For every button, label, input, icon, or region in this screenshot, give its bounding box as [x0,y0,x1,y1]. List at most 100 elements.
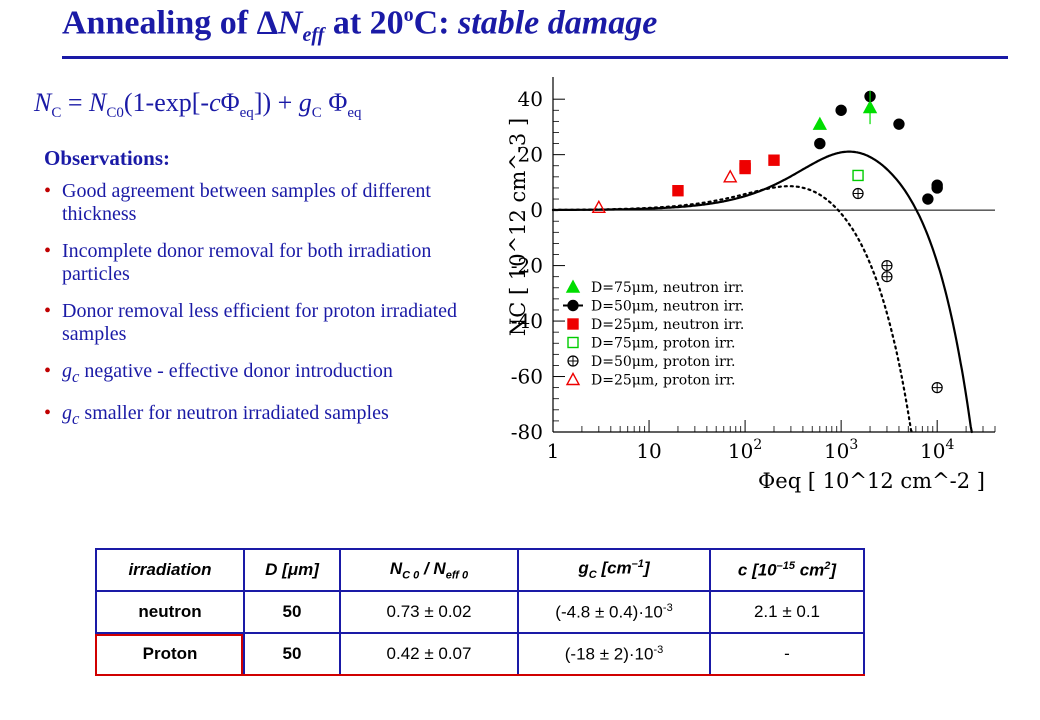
header-text: / N [419,558,446,578]
formula-nc: N [34,88,52,117]
title-n: N [277,4,303,42]
legend-label: D=75μm, proton irr. [591,336,735,352]
data-point-s3 [852,169,864,182]
header-text: cm [795,560,825,580]
formula-phi: Φ [220,88,240,117]
header-text: ] [643,559,650,579]
header-sub: C [588,569,597,582]
cell-gc: (-18 ± 2)·10-3 [517,632,711,676]
x-tick-label: 103 [824,437,858,463]
data-point-s5 [723,169,738,183]
cell-text: (-4.8 ± 0.4)·10 [555,602,663,622]
x-tick-label: 102 [728,437,762,463]
formula-sub: eq [347,105,362,122]
proton-fit-curve [551,185,914,434]
nc-vs-fluence-chart: 40 20 0 -20 -40 -60 -801 10 102 103 104 NC [ 10^12 … [506,77,996,493]
observation-text: Good agreement between samples of differ… [62,180,431,225]
title-celsius: C: [413,4,459,42]
cell-exp: -3 [662,601,673,614]
observation-item: Donor removal less efficient for proton … [44,300,494,346]
data-point-s1 [922,193,934,205]
cell-irradiation: Proton [95,632,245,676]
x-tick-label: 104 [920,437,954,463]
y-tick-label: 0 [530,198,543,222]
formula-sub: C [311,105,322,122]
title-text: Annealing of [62,4,257,42]
header-sup: –15 [776,559,795,572]
formula-nc0: N [89,88,107,117]
observation-text: Incomplete donor removal for both irradi… [62,240,432,285]
col-header-ratio: NC 0 / Neff 0 [339,548,519,592]
col-header-c: c [10–15 cm2] [709,548,865,592]
header-text: N [389,558,403,578]
title-divider [62,56,1008,59]
fit-formula: NC = NC0(1-exp[-cΦeq]) + gC Φeq [34,88,362,122]
observation-gc: g [62,402,72,424]
formula-eq: = [61,88,90,117]
legend-label: D=75μm, neutron irr. [591,280,744,296]
cell-text: (-18 ± 2)·10 [564,644,654,664]
legend-label: D=50μm, proton irr. [591,354,735,370]
data-point-s5 [591,199,607,214]
formula-plus: ]) + [253,88,299,117]
y-axis-label: NC [ 10^12 cm^-3 ] [506,118,530,336]
cell-thickness: 50 [243,590,341,634]
x-tick-label: 10 [636,439,661,463]
title-eff: eff [302,24,325,47]
observation-text: smaller for neutron irradiated samples [79,402,389,424]
data-point-s1 [931,179,943,191]
y-tick-label: -40 [511,309,543,333]
observation-item: Incomplete donor removal for both irradi… [44,240,494,286]
title-delta: Δ [256,4,278,42]
observations-heading: Observations: [44,146,170,170]
y-tick-label: 20 [518,143,543,167]
header-sub: C 0 [402,569,420,582]
cell-gc: (-4.8 ± 0.4)·10-3 [517,590,711,634]
header-sub: eff 0 [445,569,469,582]
header-mu: μ [287,560,299,579]
formula-exp: (1-exp[- [123,88,210,117]
col-header-thickness: D [μm] [243,548,341,592]
y-tick-label: -20 [511,254,543,278]
title-temp: at 20 [324,4,404,42]
col-header-gc: gC [cm–1] [517,548,711,592]
formula-sub: C [51,105,62,122]
observation-gc-sub: c [72,409,80,428]
y-tick-label: 40 [518,87,543,111]
x-tick-label: 1 [547,439,560,463]
legend-marker [565,279,581,293]
formula-c: c [209,88,221,117]
cell-irradiation: neutron [95,590,245,634]
y-tick-label: -60 [511,365,543,389]
col-header-irradiation: irradiation [95,548,245,592]
title-emphasis: stable damage [458,4,658,42]
title-degree: o [403,4,414,26]
y-tick-label: -80 [511,420,543,444]
header-text: ] [830,560,837,580]
data-point-s0 [812,116,828,130]
header-text: [cm [596,559,632,579]
observation-text: Donor removal less efficient for proton … [62,300,458,345]
observation-item: Good agreement between samples of differ… [44,180,494,226]
data-point-s1 [835,104,847,116]
observation-gc: g [62,360,72,382]
x-axis-label: Φeq [ 10^12 cm^-2 ] [758,469,985,493]
observation-gc-sub: c [72,367,80,386]
observation-item: gc negative - effective donor introducti… [44,360,494,388]
legend-marker [567,318,579,330]
formula-sub: eq [239,105,254,122]
header-text: g [578,559,589,579]
data-point-s2 [768,154,780,166]
observations-list: Good agreement between samples of differ… [44,180,494,444]
formula-phi: Φ [328,88,348,117]
cell-exp: -3 [653,643,664,656]
proton-row-underline [243,674,865,676]
formula-sub: C0 [106,105,124,122]
header-sup: –1 [631,558,644,571]
header-text: m] [298,560,319,579]
fit-results-table: irradiation D [μm] NC 0 / Neff 0 gC [cm–… [95,548,865,676]
cell-c: 2.1 ± 0.1 [709,590,865,634]
cell-thickness: 50 [243,632,341,676]
cell-ratio: 0.73 ± 0.02 [339,590,519,634]
table-header-row: irradiation D [μm] NC 0 / Neff 0 gC [cm–… [95,548,865,592]
